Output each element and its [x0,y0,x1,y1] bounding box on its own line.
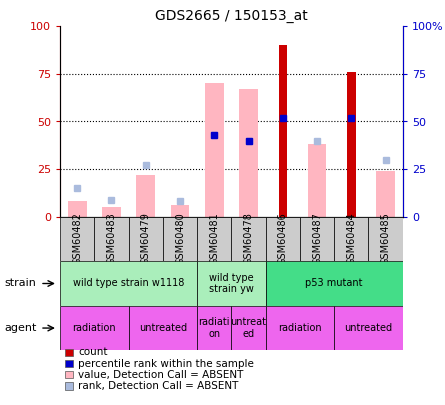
Bar [307,144,327,217]
Text: GSM60479: GSM60479 [141,213,151,265]
Text: untreated: untreated [344,323,392,333]
Bar [334,306,403,350]
Text: value, Detection Call = ABSENT: value, Detection Call = ABSENT [78,370,243,380]
Bar [239,89,258,217]
Bar [300,217,334,261]
Bar [68,201,87,217]
Text: strain: strain [4,279,36,288]
Bar [368,217,403,261]
Bar [334,217,368,261]
Text: p53 mutant: p53 mutant [305,279,363,288]
Text: count: count [78,347,107,357]
Bar [136,175,155,217]
Title: GDS2665 / 150153_at: GDS2665 / 150153_at [155,9,308,23]
Text: rank, Detection Call = ABSENT: rank, Detection Call = ABSENT [78,381,238,391]
Bar [279,45,287,217]
Bar [60,306,129,350]
Bar [65,382,73,390]
Bar [231,217,266,261]
Bar [266,261,403,306]
Bar [266,217,300,261]
Bar [197,306,231,350]
Bar [94,217,129,261]
Bar [129,306,197,350]
Bar [376,171,395,217]
Bar [60,261,197,306]
Bar [231,306,266,350]
Text: radiation: radiation [73,323,116,333]
Text: agent: agent [4,323,37,333]
Text: untreated: untreated [139,323,187,333]
Bar [347,72,356,217]
Text: GSM60484: GSM60484 [346,213,356,265]
Text: percentile rank within the sample: percentile rank within the sample [78,358,254,369]
Text: GSM60487: GSM60487 [312,213,322,265]
Bar [205,83,224,217]
Text: GSM60478: GSM60478 [243,213,254,265]
Text: radiati
on: radiati on [198,317,230,339]
Bar [129,217,163,261]
Text: wild type
strain yw: wild type strain yw [209,273,254,294]
Text: radiation: radiation [278,323,322,333]
Bar [163,217,197,261]
Bar [65,371,73,379]
Text: untreat
ed: untreat ed [231,317,267,339]
Bar [197,217,231,261]
Text: GSM60485: GSM60485 [380,213,391,265]
Bar [65,349,73,356]
Text: GSM60481: GSM60481 [209,213,219,265]
Text: GSM60482: GSM60482 [72,213,82,265]
Bar [102,207,121,217]
Bar [197,261,266,306]
Text: wild type strain w1118: wild type strain w1118 [73,279,184,288]
Text: GSM60483: GSM60483 [106,213,117,265]
Text: GSM60480: GSM60480 [175,213,185,265]
Bar [266,306,334,350]
Bar [170,205,190,217]
Bar [65,360,73,367]
Bar [60,217,94,261]
Text: GSM60486: GSM60486 [278,213,288,265]
